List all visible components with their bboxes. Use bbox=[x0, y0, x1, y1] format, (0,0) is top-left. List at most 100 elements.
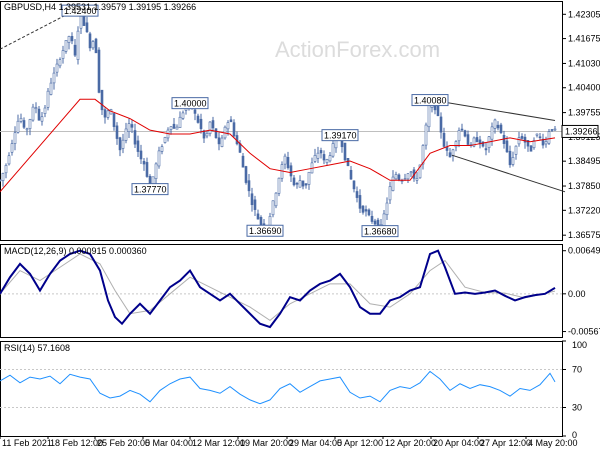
candle-body bbox=[94, 38, 98, 54]
candle-body bbox=[328, 155, 332, 162]
candle-body bbox=[304, 183, 308, 186]
time-axis-label: 18 Feb 12:00 bbox=[50, 438, 103, 448]
price-axis-label: 1.37850 bbox=[568, 181, 600, 191]
candle-body bbox=[82, 15, 86, 26]
candle-body bbox=[352, 180, 356, 190]
candle-body bbox=[415, 178, 419, 181]
candle-body bbox=[172, 123, 176, 129]
candle-body bbox=[64, 40, 68, 52]
candle-body bbox=[409, 171, 413, 174]
price-annotation-box bbox=[246, 224, 284, 237]
candle-body bbox=[208, 121, 212, 134]
candle-body bbox=[73, 44, 77, 56]
macd-line bbox=[0, 249, 556, 329]
price-axis-label: 1.40400 bbox=[568, 83, 600, 93]
candle-body bbox=[511, 157, 515, 165]
candle-body bbox=[13, 132, 17, 144]
time-axis-label: 5 Apr 12:00 bbox=[337, 438, 383, 448]
candle-body bbox=[124, 128, 128, 141]
candle-body bbox=[499, 124, 503, 134]
candle-body bbox=[142, 160, 146, 165]
candle-body bbox=[427, 105, 431, 128]
candle-body bbox=[67, 36, 71, 43]
candle-body bbox=[253, 199, 257, 210]
price-annotation-box bbox=[411, 94, 449, 107]
candle-body bbox=[526, 140, 530, 147]
candle-body bbox=[91, 41, 95, 49]
candle-body bbox=[346, 158, 350, 167]
time-axis-label: 12 Apr 20:00 bbox=[385, 438, 436, 448]
price-annotation-label: 1.40080 bbox=[414, 96, 447, 106]
candle-body bbox=[163, 137, 167, 143]
candle-body bbox=[424, 124, 428, 146]
candle-body bbox=[217, 137, 221, 145]
candle-body bbox=[517, 137, 521, 145]
candle-body bbox=[529, 145, 533, 152]
candle-body bbox=[475, 137, 479, 143]
candle-body bbox=[10, 143, 14, 153]
candle-body bbox=[325, 159, 329, 163]
candle-body bbox=[481, 141, 485, 147]
candle-body bbox=[4, 165, 8, 174]
candle-body bbox=[535, 133, 539, 136]
price-annotation-label: 1.39170 bbox=[324, 131, 357, 141]
macd-axis-label: 0.00 bbox=[568, 289, 586, 299]
rsi-axis-label: 0 bbox=[572, 430, 577, 440]
candle-body bbox=[136, 140, 140, 152]
candle-body bbox=[214, 128, 218, 139]
candle-body bbox=[112, 113, 116, 127]
candle-body bbox=[259, 216, 263, 226]
candle-body bbox=[505, 140, 509, 153]
candle-body bbox=[439, 116, 443, 133]
candle-body bbox=[145, 162, 149, 177]
candle-body bbox=[229, 119, 233, 123]
price-axis-label: 1.37220 bbox=[568, 205, 600, 215]
price-annotation-box bbox=[321, 129, 359, 142]
candle-body bbox=[199, 118, 203, 129]
candle-body bbox=[553, 128, 557, 131]
macd-signal-line bbox=[0, 253, 556, 322]
symbol-header: GBPUSD,H4 1.39531 1.39579 1.39195 1.3926… bbox=[4, 2, 196, 12]
rsi-title: RSI(14) 57.1608 bbox=[4, 343, 70, 353]
price-axis-label: 1.42305 bbox=[568, 9, 600, 19]
candle-body bbox=[46, 90, 50, 108]
rsi-line bbox=[0, 370, 556, 405]
candle-body bbox=[289, 165, 293, 177]
current-price-box bbox=[561, 124, 599, 138]
rsi-panel-frame bbox=[0, 341, 563, 437]
candle-body bbox=[127, 123, 131, 132]
candle-body bbox=[484, 148, 488, 151]
candle-body bbox=[61, 50, 65, 59]
candle-body bbox=[88, 33, 92, 49]
candle-body bbox=[106, 110, 110, 118]
candle-body bbox=[175, 126, 179, 130]
channel-lower-line bbox=[451, 154, 566, 193]
candle-body bbox=[274, 192, 278, 207]
candle-body bbox=[460, 128, 464, 131]
candle-body bbox=[301, 180, 305, 187]
candle-body bbox=[370, 215, 374, 222]
time-axis-label: 4 May 20:00 bbox=[528, 438, 578, 448]
price-panel-frame bbox=[0, 1, 563, 241]
candle-body bbox=[226, 122, 230, 130]
candle-body bbox=[85, 22, 89, 33]
price-axis-label: 1.41030 bbox=[568, 58, 600, 68]
time-axis-label: 12 Mar 12:00 bbox=[192, 438, 245, 448]
candle-body bbox=[133, 130, 137, 145]
candle-body bbox=[202, 130, 206, 139]
watermark: ActionForex.com bbox=[275, 37, 440, 62]
candle-body bbox=[160, 146, 164, 152]
candle-body bbox=[76, 30, 80, 60]
candle-body bbox=[358, 195, 362, 209]
candle-body bbox=[121, 139, 125, 149]
candle-body bbox=[349, 169, 353, 180]
macd-axis-label: 0.00649 bbox=[568, 246, 600, 256]
candle-body bbox=[220, 137, 224, 147]
moving-average-line bbox=[0, 98, 556, 193]
current-price-label: 1.39266 bbox=[565, 126, 598, 136]
time-axis-label: 27 Apr 12:00 bbox=[480, 438, 531, 448]
candle-body bbox=[442, 132, 446, 147]
candle-body bbox=[391, 176, 395, 191]
candle-body bbox=[49, 82, 53, 95]
